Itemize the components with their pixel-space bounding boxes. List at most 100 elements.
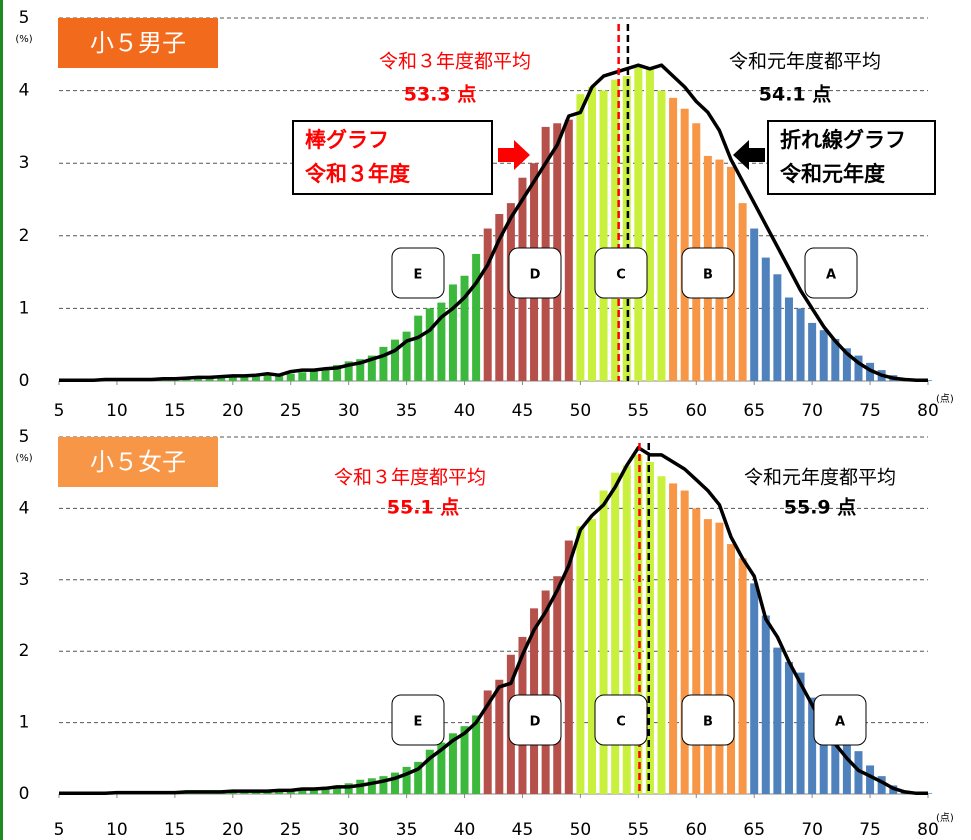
x-tick-label: 65 bbox=[743, 401, 765, 421]
grade-box bbox=[594, 247, 648, 299]
chart-title: 小５男子 bbox=[90, 29, 186, 57]
bar bbox=[425, 308, 434, 381]
bar bbox=[773, 647, 782, 794]
grade-label: D bbox=[530, 268, 541, 283]
x-tick-label: 10 bbox=[106, 820, 128, 840]
bar bbox=[275, 374, 284, 381]
bar bbox=[669, 483, 678, 794]
grade-label: D bbox=[530, 715, 541, 730]
x-tick-label: 75 bbox=[859, 820, 881, 840]
bar bbox=[854, 751, 863, 794]
bar bbox=[692, 508, 701, 794]
title-box bbox=[58, 437, 218, 487]
legend-arrow bbox=[733, 140, 765, 170]
bar bbox=[784, 297, 793, 381]
x-tick-label: 70 bbox=[801, 401, 823, 421]
bar bbox=[286, 373, 295, 381]
x-tick-label: 35 bbox=[396, 401, 418, 421]
legend-text: 令和元年度 bbox=[780, 162, 885, 186]
grade-label: E bbox=[414, 268, 423, 283]
grade-label: C bbox=[616, 715, 626, 730]
bar bbox=[715, 522, 724, 794]
legend-arrow bbox=[498, 140, 530, 170]
bar bbox=[761, 615, 770, 794]
x-tick-label: 55 bbox=[628, 401, 650, 421]
bar bbox=[738, 203, 747, 381]
x-tick-label: 55 bbox=[628, 820, 650, 840]
bar bbox=[298, 372, 307, 381]
bar bbox=[831, 338, 840, 381]
bar bbox=[703, 519, 712, 794]
x-tick-label: 40 bbox=[454, 401, 476, 421]
grade-box bbox=[508, 247, 562, 299]
bar bbox=[379, 346, 388, 381]
bar bbox=[877, 776, 886, 794]
line-series bbox=[59, 445, 928, 796]
bar bbox=[437, 742, 446, 794]
x-tick-label: 15 bbox=[164, 401, 186, 421]
x-tick-label: 30 bbox=[338, 401, 360, 421]
bar bbox=[553, 576, 562, 794]
bar bbox=[437, 302, 446, 381]
bar bbox=[356, 359, 365, 381]
y-tick-label: 5 bbox=[19, 8, 30, 28]
legend-box bbox=[292, 120, 493, 195]
bar bbox=[819, 330, 828, 381]
legend-text: 折れ線グラフ bbox=[780, 128, 906, 152]
y-tick-label: 4 bbox=[19, 81, 30, 101]
bar bbox=[217, 377, 226, 381]
mean-value: 55.1 点 bbox=[387, 497, 460, 519]
title-box bbox=[58, 18, 218, 68]
x-unit: (点) bbox=[936, 393, 954, 405]
x-tick-label: 70 bbox=[801, 820, 823, 840]
bar bbox=[657, 476, 666, 794]
bar bbox=[750, 228, 759, 381]
bar bbox=[309, 370, 318, 381]
bar bbox=[321, 786, 330, 794]
bar bbox=[587, 86, 596, 381]
bar bbox=[680, 108, 689, 381]
legend-text: 棒グラフ bbox=[305, 128, 389, 152]
bar bbox=[263, 791, 272, 794]
bar bbox=[483, 228, 492, 381]
x-tick-label: 5 bbox=[54, 820, 65, 840]
bar bbox=[680, 490, 689, 794]
bar bbox=[414, 761, 423, 794]
bar bbox=[483, 690, 492, 794]
y-tick-label: 0 bbox=[19, 784, 30, 804]
bar bbox=[866, 765, 875, 794]
bar bbox=[842, 736, 851, 794]
x-tick-label: 50 bbox=[570, 820, 592, 840]
bar bbox=[750, 583, 759, 794]
grade-box bbox=[681, 694, 735, 746]
bar bbox=[669, 97, 678, 382]
bar bbox=[645, 68, 654, 381]
x-tick-label: 35 bbox=[396, 820, 418, 840]
bar bbox=[391, 772, 400, 794]
bar bbox=[738, 558, 747, 794]
bar bbox=[796, 672, 805, 794]
bar bbox=[240, 792, 249, 794]
legend-text: 令和３年度 bbox=[305, 162, 410, 186]
bar bbox=[599, 90, 608, 381]
y-tick-label: 5 bbox=[19, 427, 30, 447]
bar bbox=[367, 778, 376, 794]
bar bbox=[414, 315, 423, 381]
x-tick-label: 25 bbox=[280, 401, 302, 421]
grade-label: E bbox=[414, 715, 423, 730]
bar bbox=[808, 697, 817, 794]
bar bbox=[240, 376, 249, 381]
bar bbox=[228, 377, 237, 381]
grade-box bbox=[391, 694, 445, 746]
bar bbox=[251, 375, 260, 381]
bar bbox=[808, 322, 817, 381]
bar bbox=[634, 65, 643, 381]
y-unit: (%) bbox=[15, 34, 32, 45]
bar bbox=[402, 766, 411, 794]
mean-label: 令和３年度都平均 bbox=[334, 467, 486, 489]
y-unit: (%) bbox=[15, 453, 32, 464]
line-series bbox=[59, 63, 928, 383]
bar bbox=[263, 375, 272, 381]
